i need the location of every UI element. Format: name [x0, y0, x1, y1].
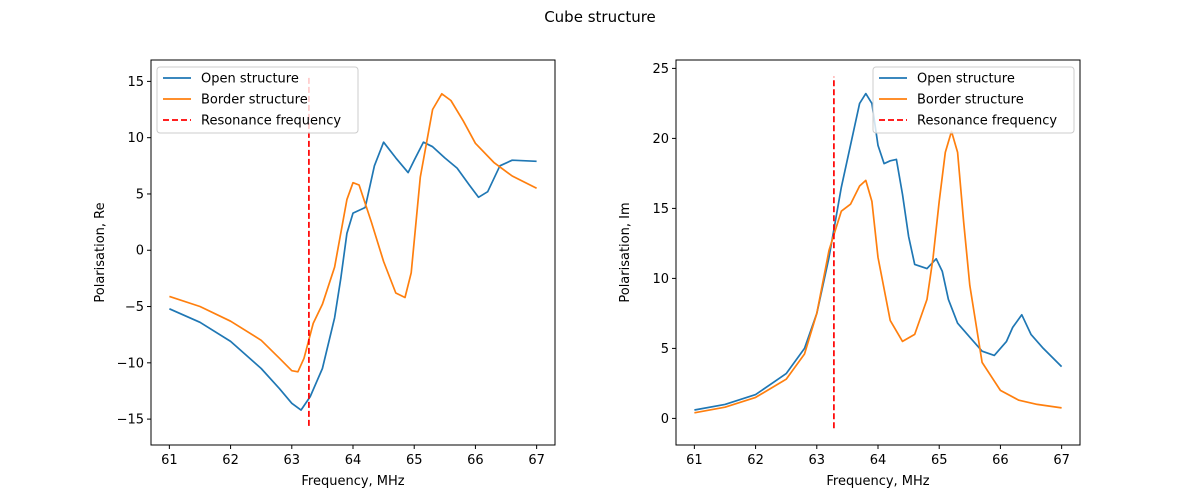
series-group — [694, 76, 1063, 429]
y-tick-label: −5 — [125, 300, 144, 315]
y-tick-label: 20 — [652, 132, 669, 147]
legend: Open structure Border structure Resonance … — [872, 66, 1075, 134]
legend-frame — [156, 66, 359, 134]
series-line-2 — [169, 92, 537, 373]
y-tick-label: 5 — [136, 187, 144, 202]
x-axis-label: Frequency, MHz — [301, 474, 404, 489]
legend-label-1: Open structure — [201, 72, 299, 87]
y-tick-label: −15 — [117, 413, 144, 428]
chart-panel-2: 61 62 63 64 65 66 67 0 5 10 15 20 25 Frequency, MHz Po… — [618, 59, 1081, 489]
x-tick-label: 65 — [931, 453, 948, 468]
y-tick-label: 25 — [652, 62, 669, 77]
x-tick-label: 61 — [686, 453, 703, 468]
y-tick-label: 0 — [136, 244, 144, 259]
x-tick-label: 62 — [222, 453, 239, 468]
x-tick-label: 64 — [870, 453, 887, 468]
x-tick-label: 62 — [747, 453, 764, 468]
x-tick-label: 66 — [992, 453, 1009, 468]
x-tick-label: 63 — [809, 453, 826, 468]
series-group — [169, 75, 537, 426]
chart-panel-1: 61 62 63 64 65 66 67 −15 −10 −5 0 5 10 15 Frequency, M… — [93, 59, 556, 489]
series-line-1 — [169, 141, 537, 411]
y-tick-label: 10 — [652, 272, 669, 287]
x-tick-label: 66 — [467, 453, 484, 468]
legend-label-2: Border structure — [917, 93, 1024, 108]
y-tick-label: 0 — [661, 412, 669, 427]
y-tick-label: 10 — [127, 131, 144, 146]
legend-label-3: Resonance frequency — [917, 114, 1057, 129]
y-tick-label: 15 — [127, 75, 144, 90]
x-tick-label: 67 — [1053, 453, 1070, 468]
plots-group: 61 62 63 64 65 66 67 −15 −10 −5 0 5 10 15 Frequency, M… — [93, 59, 1081, 489]
legend-label-2: Border structure — [201, 93, 308, 108]
legend-label-1: Open structure — [917, 72, 1015, 87]
x-tick-label: 67 — [528, 453, 545, 468]
x-tick-label: 63 — [284, 453, 301, 468]
y-axis-label: Polarisation, Im — [618, 202, 633, 302]
y-axis-label: Polarisation, Re — [93, 202, 108, 302]
x-axis-label: Frequency, MHz — [826, 474, 929, 489]
legend-frame — [872, 66, 1075, 134]
legend: Open structure Border structure Resonance … — [156, 66, 359, 134]
x-tick-label: 65 — [406, 453, 423, 468]
series-line-2 — [694, 130, 1062, 414]
y-tick-label: 15 — [652, 202, 669, 217]
y-tick-label: 5 — [661, 342, 669, 357]
x-tick-label: 64 — [345, 453, 362, 468]
figure-suptitle: Cube structure — [544, 8, 656, 26]
legend-label-3: Resonance frequency — [201, 114, 341, 129]
x-tick-label: 61 — [161, 453, 178, 468]
y-tick-label: −10 — [117, 356, 144, 371]
